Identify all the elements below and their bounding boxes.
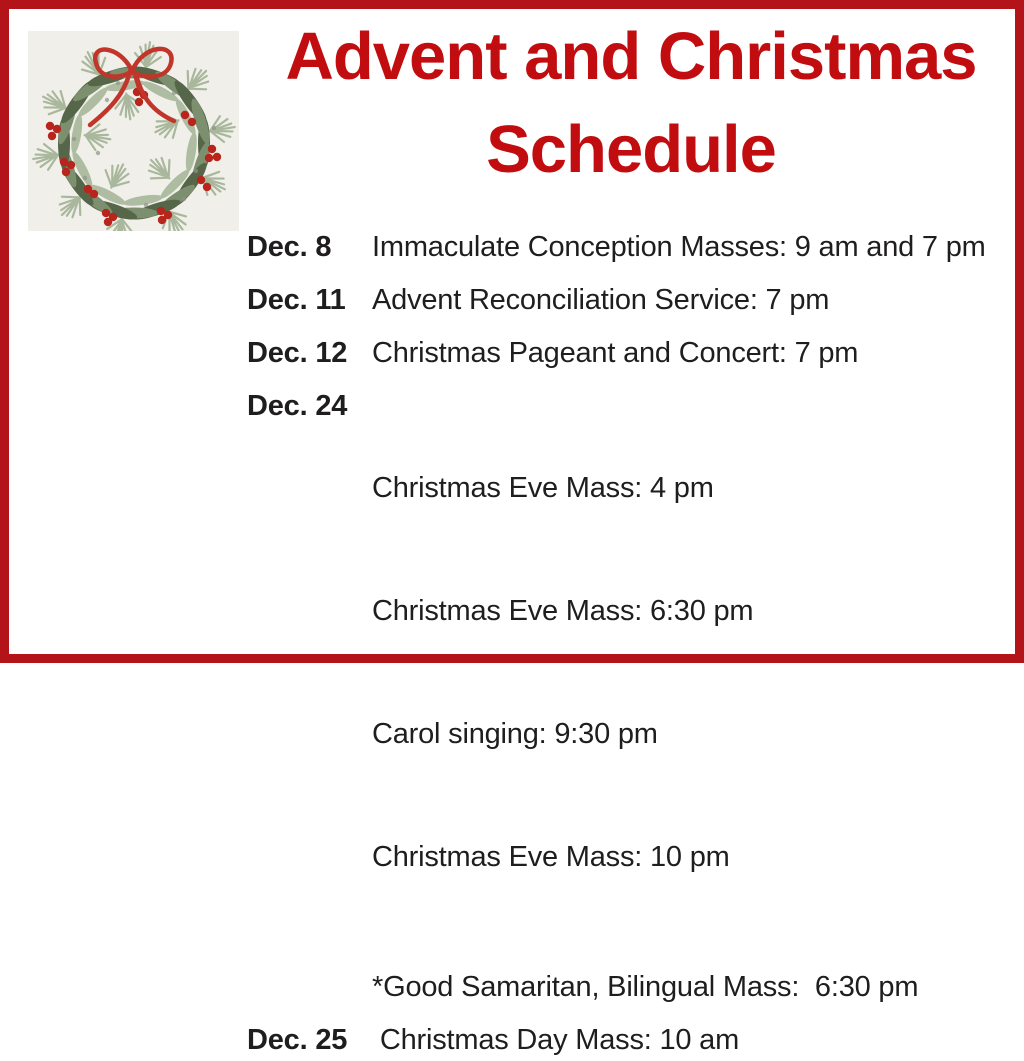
- ribbon-bow-icon: [87, 46, 177, 128]
- schedule-event: Christmas Eve Mass: 4 pm: [372, 472, 714, 504]
- schedule-row: Dec. 25 Christmas Day Mass: 10 am: [247, 1020, 1000, 1061]
- page-title-line2: Schedule: [486, 112, 777, 187]
- page-title: Advent and Christmas Schedule: [246, 10, 1016, 196]
- schedule-row: Dec. 12 Christmas Pageant and Concert: 7…: [247, 333, 1000, 374]
- schedule-date: [247, 967, 372, 1008]
- schedule-event: Christmas Pageant and Concert: 7 pm: [372, 337, 859, 369]
- schedule-row: *Good Samaritan, Bilingual Mass: 6:30 pm: [247, 967, 1000, 1008]
- schedule-event: Christmas Day Mass: 10 am: [372, 1024, 740, 1056]
- schedule-date: Dec. 24: [247, 390, 348, 422]
- schedule-event: Carol singing: 9:30 pm: [372, 718, 658, 750]
- christmas-wreath-image: [28, 31, 239, 231]
- schedule-event: Immaculate Conception Masses: 9 am and 7…: [372, 231, 986, 263]
- schedule-event: Christmas Eve Mass: 10 pm: [372, 841, 730, 873]
- schedule-list: Dec. 8 Immaculate Conception Masses: 9 a…: [247, 227, 1000, 1061]
- page-title-line1: Advent and Christmas: [285, 19, 977, 94]
- christmas-wreath-icon: [30, 39, 238, 231]
- schedule-date: Dec. 11: [247, 284, 346, 316]
- schedule-event: Advent Reconciliation Service: 7 pm: [372, 284, 830, 316]
- schedule-row: Dec. 8 Immaculate Conception Masses: 9 a…: [247, 227, 1000, 268]
- schedule-date: Dec. 8: [247, 231, 332, 263]
- schedule-event: Christmas Eve Mass: 6:30 pm: [372, 595, 754, 627]
- schedule-date: Dec. 12: [247, 337, 348, 369]
- schedule-row: Dec. 11 Advent Reconciliation Service: 7…: [247, 280, 1000, 321]
- schedule-event-group: Christmas Eve Mass: 4 pm Christmas Eve M…: [372, 386, 1000, 960]
- schedule-date: Dec. 25: [247, 1024, 348, 1056]
- schedule-event: *Good Samaritan, Bilingual Mass: 6:30 pm: [372, 971, 919, 1003]
- schedule-row: Dec. 24 Christmas Eve Mass: 4 pm Christm…: [247, 386, 1000, 960]
